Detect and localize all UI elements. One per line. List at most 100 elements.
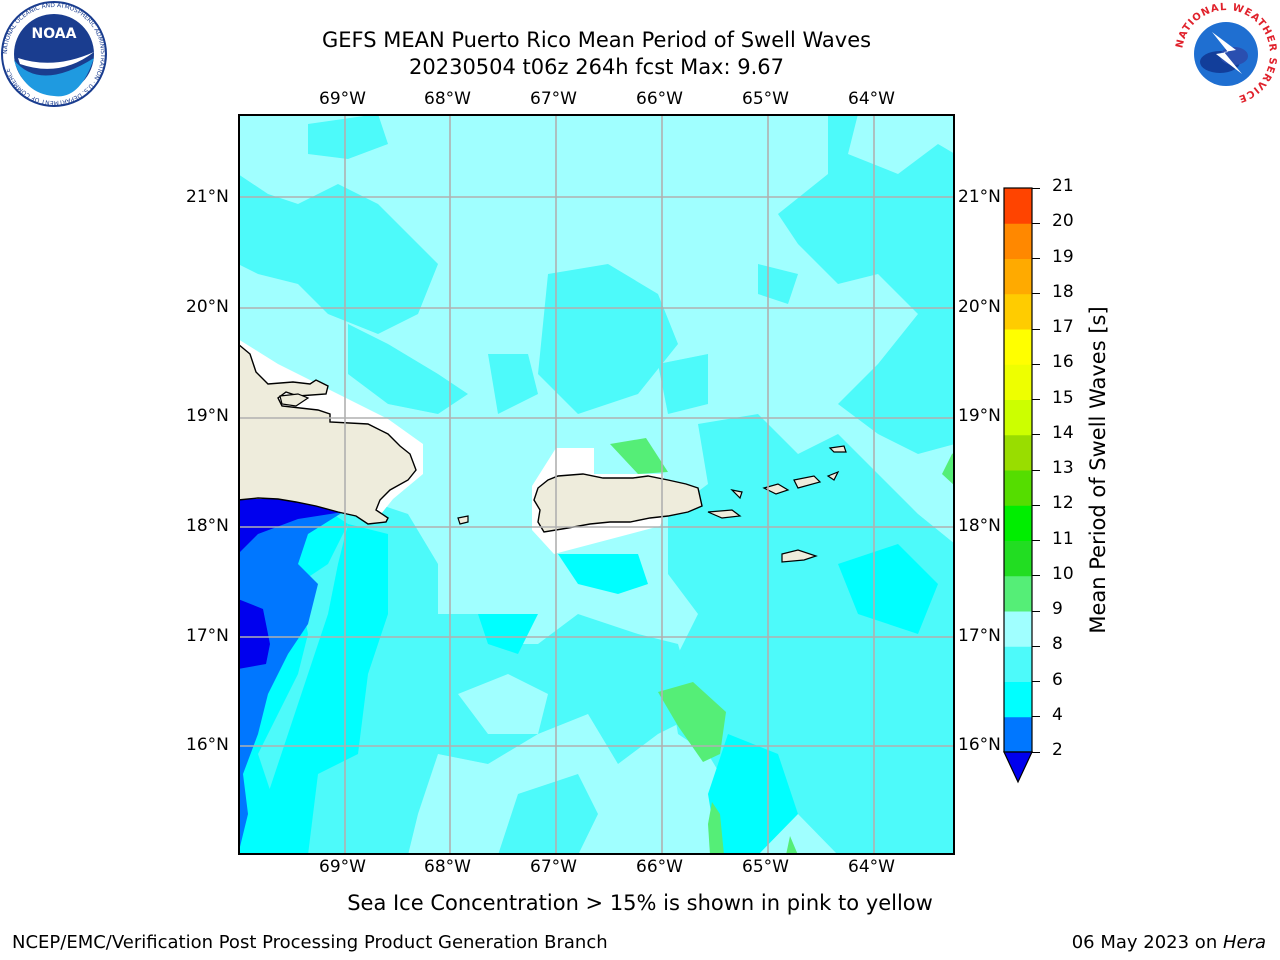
lon-label-top: 67°W (530, 89, 577, 109)
colorbar-tick (1032, 293, 1040, 295)
colorbar-tick (1032, 187, 1040, 189)
contour-2-4 (238, 499, 348, 855)
colorbar-bin (1004, 188, 1032, 224)
contour-lt-2 (238, 499, 343, 554)
contour-6-8 (348, 324, 468, 414)
lat-label-right: 19°N (958, 406, 1001, 426)
colorbar-tick-label: 2 (1052, 740, 1063, 760)
chart-title: GEFS MEAN Puerto Rico Mean Period of Swe… (321, 28, 872, 52)
colorbar-tick-label: 15 (1052, 387, 1074, 408)
contour-lt-2 (238, 599, 270, 669)
contour-4-6 (478, 614, 538, 654)
island-culebra (730, 489, 743, 500)
colorbar-swatches (1003, 187, 1033, 784)
colorbar-bin (1004, 364, 1032, 400)
colorbar-tick-label: 21 (1052, 176, 1074, 196)
footer-date-text: 06 May 2023 on (1071, 932, 1223, 953)
lat-label-left: 17°N (186, 626, 229, 646)
contour-4-6 (708, 734, 798, 855)
colorbar-bin (1004, 540, 1032, 577)
lat-label-left: 16°N (186, 735, 229, 755)
island-vieques (707, 509, 742, 519)
island (457, 515, 469, 525)
island-anegada (828, 445, 847, 453)
colorbar-bin (1004, 293, 1032, 330)
contour-6-8 (778, 114, 955, 454)
colorbar-tick (1032, 222, 1040, 224)
lat-label-right: 20°N (958, 297, 1001, 317)
lon-label-bottom: 64°W (848, 857, 895, 877)
lat-label-right: 18°N (958, 516, 1001, 536)
contour-4-6 (838, 544, 938, 634)
swell-period-map (238, 114, 955, 855)
colorbar-tick-label: 11 (1052, 528, 1074, 549)
colorbar-tick-label: 20 (1052, 211, 1074, 232)
colorbar-tick-label: 19 (1052, 246, 1074, 267)
colorbar-bin (1004, 716, 1032, 753)
colorbar-bin (1004, 258, 1032, 295)
land-features (238, 343, 847, 563)
colorbar-tick-label: 10 (1052, 563, 1074, 584)
lat-label-right: 16°N (958, 735, 1001, 755)
colorbar-tick (1032, 540, 1040, 541)
colorbar-tick (1032, 504, 1040, 506)
colorbar-bin (1004, 223, 1032, 259)
noaa-logo: NATIONAL OCEANIC AND ATMOSPHERIC ADMINIS… (0, 0, 108, 108)
colorbar-tick-label: 12 (1052, 493, 1074, 514)
colorbar-tick-label: 16 (1052, 352, 1074, 373)
contour-6-8 (538, 264, 678, 414)
colorbar-title: Mean Period of Swell Waves [s] (1086, 306, 1110, 634)
colorbar-tick (1032, 575, 1040, 577)
colorbar-tick-label: 18 (1052, 281, 1074, 302)
contour-6-8 (498, 774, 598, 855)
island-st-croix (781, 549, 818, 563)
contour-6-8 (488, 354, 538, 414)
colorbar-tick (1032, 399, 1040, 400)
colorbar-tick (1032, 610, 1040, 612)
colorbar-tick (1032, 751, 1040, 753)
colorbar-tick-label: 17 (1052, 317, 1074, 337)
footer-date: 06 May 2023 on Hera (1072, 932, 1266, 953)
colorbar-bin (1004, 399, 1032, 436)
contour-4-6 (268, 524, 388, 855)
lat-label-left: 19°N (186, 406, 229, 426)
lon-label-top: 66°W (636, 89, 683, 109)
lon-label-top: 68°W (424, 89, 471, 109)
colorbar-bin (1004, 505, 1032, 541)
map-frame (238, 114, 955, 855)
colorbar-tick (1032, 681, 1040, 682)
lon-label-bottom: 67°W (530, 857, 577, 877)
map-panel (238, 114, 955, 855)
lon-label-bottom: 65°W (742, 857, 789, 877)
colorbar-tick (1032, 469, 1040, 471)
colorbar-tick-label: 4 (1052, 704, 1063, 725)
contour-9-10 (610, 438, 668, 474)
island (279, 393, 310, 407)
contour-6-8 (658, 354, 708, 414)
contour-6-8 (238, 174, 438, 334)
colorbar-tick-label: 9 (1052, 599, 1063, 619)
lon-label-bottom: 69°W (319, 857, 366, 877)
colorbar-tick (1032, 434, 1040, 436)
nws-logo: NATIONAL WEATHER SERVICE (1172, 0, 1280, 108)
contour-8-9 (458, 674, 548, 734)
colorbar-tick (1032, 645, 1040, 647)
lon-label-top: 69°W (319, 89, 366, 109)
colorbar-bin (1004, 470, 1032, 506)
graticule (238, 114, 955, 855)
lat-label-left: 18°N (186, 516, 229, 536)
contour-9-10 (786, 836, 798, 855)
noaa-logo-text: NOAA (32, 26, 77, 42)
colorbar-bin (1004, 646, 1032, 682)
colorbar-tick-label: 13 (1052, 458, 1074, 478)
puerto-rico-coastline (533, 473, 703, 533)
island (826, 470, 840, 481)
colorbar (1000, 186, 1036, 786)
lon-label-top: 65°W (742, 89, 789, 109)
lat-label-right: 21°N (958, 187, 1001, 207)
sea-ice-note: Sea Ice Concentration > 15% is shown in … (347, 891, 933, 915)
contour-9-10 (708, 802, 724, 855)
colorbar-bin (1004, 329, 1032, 365)
colorbar-extend-arrow (1003, 751, 1033, 784)
colorbar-bin (1004, 434, 1032, 471)
